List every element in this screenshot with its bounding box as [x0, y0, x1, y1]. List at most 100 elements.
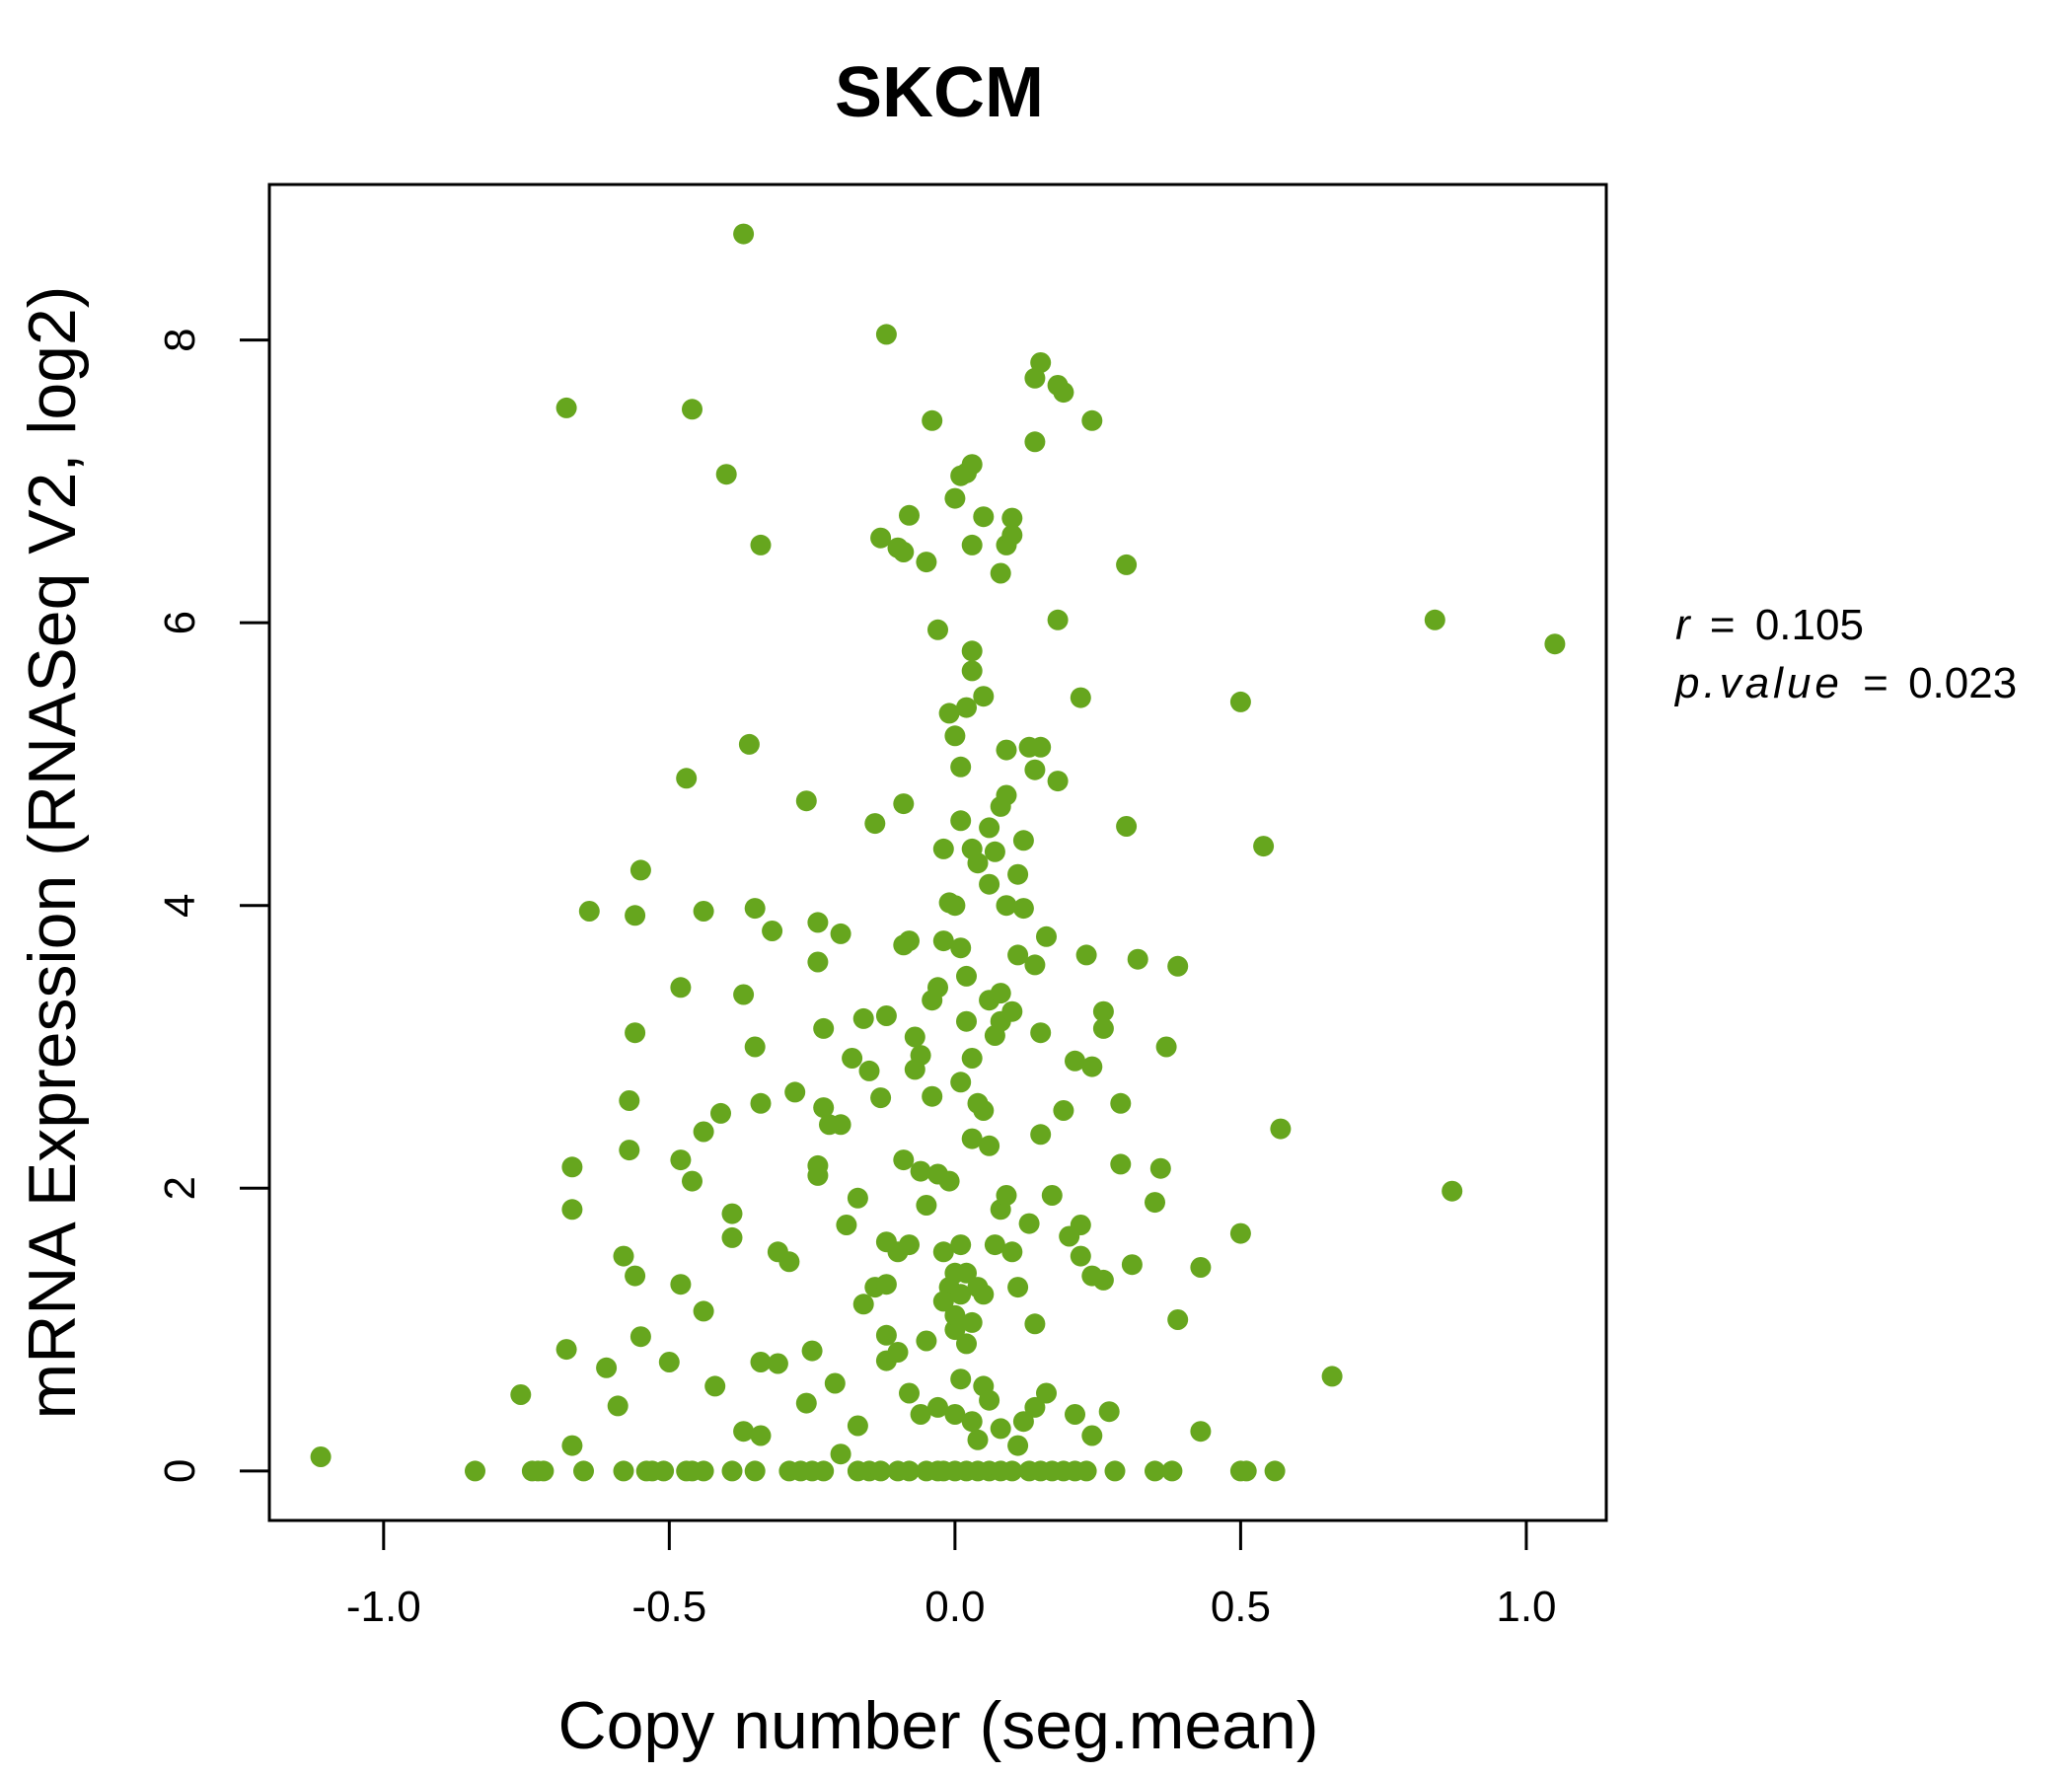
- data-point: [750, 534, 772, 555]
- data-point: [704, 1375, 726, 1397]
- data-point: [1070, 1245, 1091, 1267]
- data-point: [744, 1460, 766, 1482]
- data-point: [852, 1294, 874, 1315]
- data-point: [996, 739, 1017, 761]
- y-tick-label: 6: [156, 611, 204, 634]
- data-point: [916, 1195, 937, 1216]
- data-point: [807, 1164, 829, 1186]
- data-point: [944, 1262, 966, 1284]
- data-point: [1424, 609, 1445, 630]
- data-point: [875, 1324, 897, 1346]
- data-point: [629, 1326, 651, 1348]
- data-point: [944, 725, 966, 747]
- data-point: [830, 1114, 851, 1136]
- data-point: [813, 1460, 835, 1482]
- data-point: [1127, 948, 1148, 970]
- data-point: [916, 1330, 937, 1352]
- data-point: [715, 464, 737, 485]
- data-point: [1167, 1309, 1189, 1330]
- data-point: [990, 562, 1011, 584]
- data-point: [693, 1121, 714, 1143]
- data-point: [1024, 1396, 1046, 1418]
- data-point: [1030, 352, 1052, 373]
- y-tick-label: 8: [156, 328, 204, 351]
- data-point: [1253, 836, 1275, 857]
- data-point: [1116, 554, 1138, 575]
- y-axis: 0 2 4 6 8: [156, 328, 269, 1483]
- data-point: [973, 506, 995, 528]
- data-point: [762, 921, 783, 941]
- data-point: [870, 1087, 892, 1109]
- data-point: [693, 901, 714, 922]
- data-point: [996, 1185, 1017, 1206]
- data-point: [533, 1460, 555, 1482]
- data-point: [984, 841, 1005, 862]
- data-point: [784, 1081, 806, 1103]
- data-point: [1012, 898, 1034, 920]
- data-point: [973, 1100, 995, 1121]
- data-point: [778, 1251, 800, 1273]
- data-point: [555, 397, 577, 418]
- data-point: [561, 1199, 583, 1221]
- data-point: [1321, 1366, 1343, 1387]
- data-point: [733, 984, 755, 1005]
- data-point: [961, 1128, 983, 1149]
- data-point: [1145, 1460, 1165, 1482]
- svg-text:p.value = 0.023: p.value = 0.023: [1673, 659, 2017, 707]
- data-point: [721, 1460, 743, 1482]
- data-point: [956, 1333, 977, 1355]
- data-point: [950, 810, 972, 832]
- data-point: [961, 1411, 983, 1433]
- data-point: [899, 930, 920, 952]
- data-point: [1041, 1185, 1063, 1206]
- data-point: [619, 1090, 640, 1111]
- x-tick-label: 0.5: [1211, 1583, 1271, 1631]
- data-point: [1001, 1460, 1023, 1482]
- data-point: [990, 983, 1011, 1004]
- data-point: [899, 1382, 920, 1404]
- data-point: [979, 1389, 1000, 1411]
- x-tick-label: 1.0: [1496, 1583, 1556, 1631]
- data-point: [979, 873, 1000, 895]
- data-point: [750, 1092, 772, 1114]
- data-point: [932, 1241, 954, 1263]
- data-point: [658, 1352, 680, 1372]
- stats-annotation: r = 0.105 p.value = 0.023: [1673, 601, 2017, 707]
- data-point: [1081, 1056, 1103, 1077]
- data-point: [1092, 1000, 1114, 1022]
- data-point: [613, 1460, 634, 1482]
- data-point: [956, 965, 977, 987]
- plot-frame: [267, 183, 1608, 1522]
- data-point: [1104, 1460, 1126, 1482]
- data-point: [813, 1097, 835, 1119]
- data-point: [1442, 1180, 1463, 1202]
- data-point: [710, 1102, 731, 1124]
- data-point: [956, 1010, 977, 1032]
- data-point: [1024, 431, 1046, 453]
- data-point: [807, 951, 829, 973]
- data-point: [842, 1048, 863, 1069]
- data-point: [1024, 759, 1046, 780]
- data-point: [996, 895, 1017, 917]
- x-tick-label: -0.5: [631, 1583, 706, 1631]
- data-point: [927, 977, 948, 999]
- data-point: [967, 1429, 989, 1450]
- data-point: [1007, 944, 1029, 966]
- data-point: [670, 1149, 692, 1171]
- data-point: [1075, 944, 1097, 966]
- data-point: [619, 1140, 640, 1161]
- data-point: [979, 817, 1000, 839]
- data-point: [990, 1418, 1011, 1440]
- p-value: 0.023: [1908, 659, 2017, 707]
- data-point: [824, 1372, 846, 1394]
- data-point: [932, 838, 954, 859]
- r-equals: =: [1710, 601, 1736, 649]
- data-point: [950, 1369, 972, 1390]
- y-tick-label: 0: [156, 1459, 204, 1483]
- data-point: [1007, 863, 1029, 885]
- data-point: [961, 640, 983, 662]
- y-tick-label: 2: [156, 1176, 204, 1200]
- data-point: [944, 1304, 966, 1326]
- data-point: [1065, 1404, 1085, 1425]
- data-point: [875, 324, 897, 345]
